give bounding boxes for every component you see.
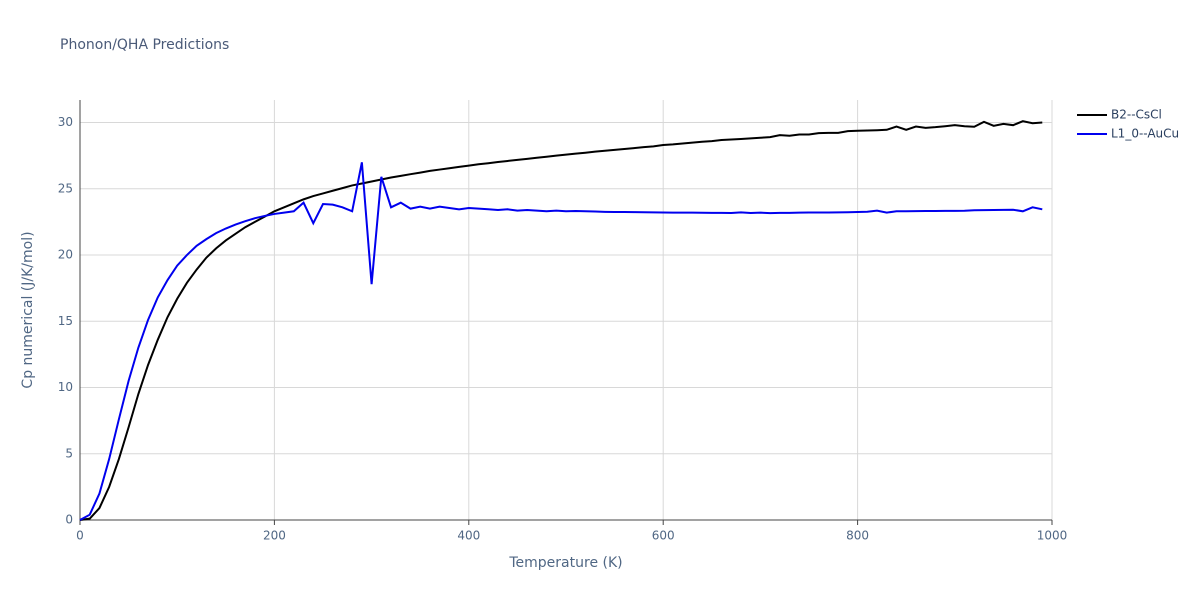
data-line xyxy=(79,162,1043,521)
y-tick-label: 5 xyxy=(65,446,73,460)
y-tick-label: 0 xyxy=(65,513,73,527)
y-tick-label: 15 xyxy=(58,314,73,328)
x-tick-label: 800 xyxy=(846,529,869,543)
y-tick-label: 30 xyxy=(58,115,73,129)
x-tick-label: 1000 xyxy=(1037,529,1068,543)
x-tick-label: 0 xyxy=(76,529,84,543)
x-axis-title: Temperature (K) xyxy=(508,555,622,571)
legend-label: B2--CsCl xyxy=(1111,108,1162,122)
y-tick-label: 25 xyxy=(58,181,73,195)
y-tick-label: 10 xyxy=(58,380,73,394)
x-tick-label: 600 xyxy=(652,529,675,543)
y-axis-title: Cp numerical (J/K/mol) xyxy=(20,231,36,388)
x-tick-label: 400 xyxy=(457,529,480,543)
x-tick-label: 200 xyxy=(263,529,286,543)
chart-title: Phonon/QHA Predictions xyxy=(60,37,229,53)
legend-label: L1_0--AuCu xyxy=(1111,127,1179,141)
data-line xyxy=(79,120,1043,521)
y-tick-label: 20 xyxy=(58,248,73,262)
